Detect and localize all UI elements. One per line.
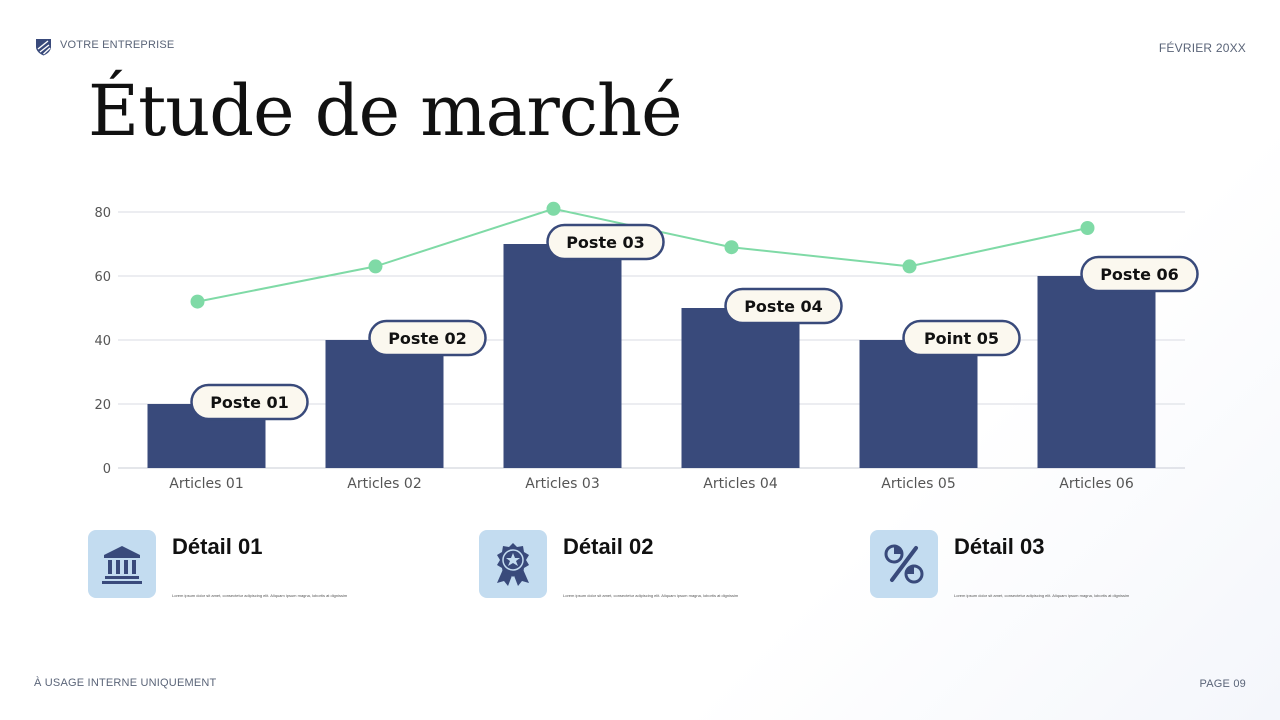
footer-confidentiality: À USAGE INTERNE UNIQUEMENT	[34, 677, 217, 689]
bar-label-pill	[190, 383, 309, 421]
line-point	[546, 201, 561, 216]
company-name: VOTRE ENTREPRISE	[60, 39, 175, 51]
bar-label-pill	[1080, 255, 1199, 293]
y-tick-label: 80	[94, 206, 111, 221]
page-title: Étude de marché	[88, 70, 683, 152]
line-point	[902, 259, 917, 274]
detail-text: Lorem ipsum dolor sit amet, consectetur …	[954, 593, 1130, 598]
bar-label-pill	[546, 223, 665, 261]
line-point	[724, 240, 739, 255]
bar-label: Poste 04	[744, 297, 823, 316]
y-tick-label: 0	[103, 462, 111, 477]
detail-card-2: Détail 02 Lorem ipsum dolor sit amet, co…	[479, 530, 799, 600]
bar	[859, 340, 978, 468]
presentation-date: FÉVRIER 20XX	[1158, 41, 1246, 55]
page-number: PAGE 09	[1199, 678, 1246, 690]
bar-label-pill	[368, 319, 487, 357]
chart-bars	[147, 244, 1156, 468]
detail-text: Lorem ipsum dolor sit amet, consectetur …	[563, 593, 739, 598]
bar-label: Poste 06	[1100, 265, 1179, 284]
detail-text: Lorem ipsum dolor sit amet, consectetur …	[172, 593, 348, 598]
bar-label: Point 05	[924, 329, 999, 348]
detail-title: Détail 03	[954, 534, 1045, 559]
x-tick-label: Articles 01	[169, 476, 243, 492]
shield-logo-icon	[36, 39, 51, 56]
bar-label-pill	[902, 319, 1021, 357]
detail-card-1: Détail 01 Lorem ipsum dolor sit amet, co…	[88, 530, 408, 600]
bar	[503, 244, 622, 468]
x-tick-label: Articles 04	[703, 476, 778, 492]
x-tick-label: Articles 03	[525, 476, 599, 492]
detail-icon-box	[479, 530, 547, 598]
line-point	[1080, 221, 1095, 235]
chart-bar-labels: Poste 01 Poste 02 Poste 03 Poste 04 Point 05…	[190, 223, 1199, 421]
detail-icon-box	[88, 530, 156, 598]
bar-label: Poste 03	[566, 233, 645, 252]
y-tick-label: 40	[94, 334, 111, 349]
x-tick-label: Articles 05	[881, 476, 955, 492]
bar-label-pill	[724, 287, 843, 325]
chart-axes: 0 20 40 60 80 Articles 01 Articles 02 Articles …	[94, 206, 1133, 492]
bar	[681, 308, 800, 468]
detail-title: Détail 01	[172, 534, 263, 559]
percent-chart-icon	[884, 544, 924, 584]
y-tick-label: 60	[94, 270, 111, 285]
detail-icon-box	[870, 530, 938, 598]
bank-icon	[102, 546, 142, 584]
bar-label: Poste 02	[388, 329, 467, 348]
detail-card-3: Détail 03 Lorem ipsum dolor sit amet, co…	[870, 530, 1190, 600]
line-point	[368, 259, 383, 274]
award-badge-icon	[497, 543, 529, 586]
detail-title: Détail 02	[563, 534, 654, 559]
x-tick-label: Articles 02	[347, 476, 421, 492]
bar	[325, 340, 444, 468]
x-tick-label: Articles 06	[1059, 476, 1134, 492]
line-point	[190, 294, 205, 309]
bar-label: Poste 01	[210, 393, 289, 412]
y-tick-label: 20	[94, 398, 111, 413]
bar	[1037, 276, 1156, 468]
